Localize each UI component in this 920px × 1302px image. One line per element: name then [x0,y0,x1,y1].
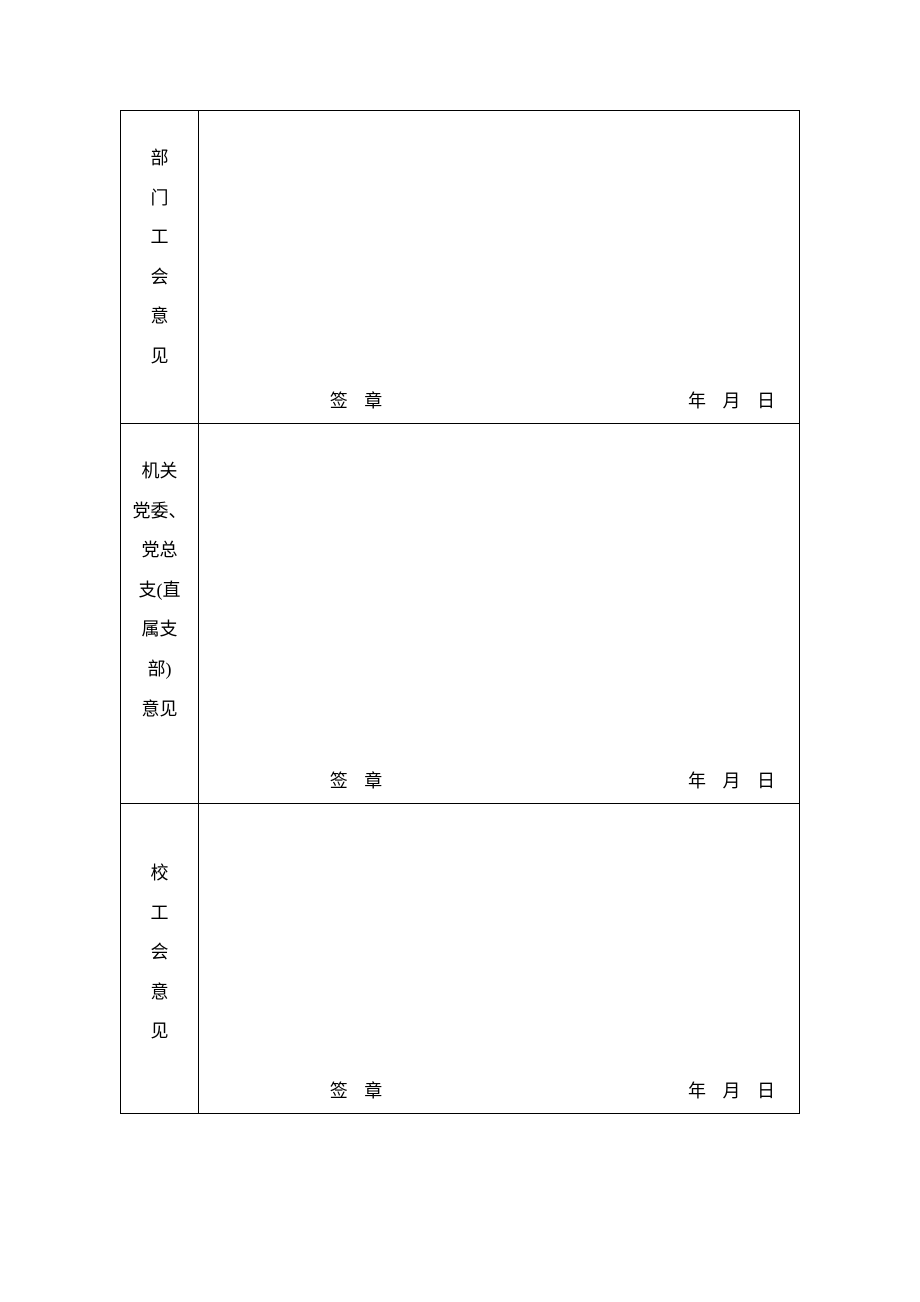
label-line: 支(直 [127,571,192,611]
date-fields: 年 月 日 [682,1077,781,1103]
stamp-label: 签 章 [330,391,389,411]
label-line: 意见 [127,690,192,730]
label-char: 门 [127,179,192,219]
label-line: 党委、 [127,492,192,532]
label-line: 机关 [127,452,192,492]
stamp-label-wrap: 签 章 [199,387,519,413]
label-char: 会 [127,258,192,298]
signature-line: 签 章 年 月 日 [199,387,799,413]
date-day-label: 日 [757,1081,775,1101]
label-char: 工 [127,218,192,258]
label-line: 党总 [127,531,192,571]
label-char: 见 [127,337,192,377]
date-fields: 年 月 日 [682,387,781,413]
date-day-label: 日 [757,771,775,791]
row-content-dept-union: 签 章 年 月 日 [199,111,800,424]
row-label-dept-union: 部 门 工 会 意 见 [121,111,199,424]
row-label-party-committee: 机关 党委、 党总 支(直 属支 部) 意见 [121,424,199,804]
label-line: 属支 [127,610,192,650]
stamp-label: 签 章 [330,771,389,791]
date-year-label: 年 [688,1081,706,1101]
row-content-school-union: 签 章 年 月 日 [199,804,800,1114]
row-label-school-union: 校 工 会 意 见 [121,804,199,1114]
approval-table: 部 门 工 会 意 见 签 章 年 月 日 [120,110,800,1114]
date-year-label: 年 [688,391,706,411]
label-char: 校 [127,854,192,894]
date-month-label: 月 [723,1081,741,1101]
label-char: 会 [127,933,192,973]
document-page: 部 门 工 会 意 见 签 章 年 月 日 [0,0,920,1114]
label-char: 部 [127,139,192,179]
row-content-party-committee: 签 章 年 月 日 [199,424,800,804]
signature-line: 签 章 年 月 日 [199,767,799,793]
date-fields: 年 月 日 [682,767,781,793]
label-line: 部) [127,650,192,690]
stamp-label-wrap: 签 章 [199,1077,519,1103]
label-char: 见 [127,1012,192,1052]
label-char: 工 [127,894,192,934]
date-month-label: 月 [723,771,741,791]
label-char: 意 [127,297,192,337]
date-year-label: 年 [688,771,706,791]
date-month-label: 月 [723,391,741,411]
table-row: 部 门 工 会 意 见 签 章 年 月 日 [121,111,800,424]
stamp-label-wrap: 签 章 [199,767,519,793]
stamp-label: 签 章 [330,1081,389,1101]
table-row: 校 工 会 意 见 签 章 年 月 日 [121,804,800,1114]
date-day-label: 日 [757,391,775,411]
signature-line: 签 章 年 月 日 [199,1077,799,1103]
table-row: 机关 党委、 党总 支(直 属支 部) 意见 签 章 年 月 日 [121,424,800,804]
label-char: 意 [127,973,192,1013]
